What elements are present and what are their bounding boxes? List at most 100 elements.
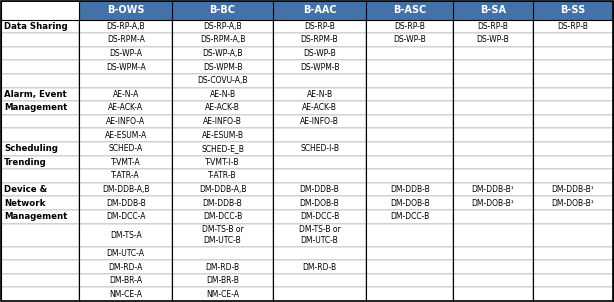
Text: DM-DOB-B: DM-DOB-B: [390, 199, 430, 207]
Bar: [1, 210, 79, 223]
Bar: [453, 260, 533, 274]
Bar: [367, 196, 453, 210]
Bar: [173, 60, 273, 74]
Text: Alarm, Event: Alarm, Event: [4, 90, 67, 99]
Bar: [533, 183, 613, 196]
Text: DM-DDB-B: DM-DDB-B: [300, 185, 340, 194]
Bar: [1, 274, 79, 288]
Text: Management: Management: [4, 104, 68, 112]
Text: AE-INFO-A: AE-INFO-A: [106, 117, 146, 126]
Text: B-SA: B-SA: [480, 5, 506, 15]
Bar: [367, 156, 453, 169]
Bar: [533, 169, 613, 183]
Bar: [173, 33, 273, 47]
Bar: [79, 156, 173, 169]
Text: T-ATR-A: T-ATR-A: [111, 172, 140, 180]
Bar: [453, 223, 533, 247]
Bar: [367, 210, 453, 223]
Text: DM-DDB-A,B: DM-DDB-A,B: [199, 185, 246, 194]
Bar: [453, 60, 533, 74]
Text: DM-DDB-B¹: DM-DDB-B¹: [551, 185, 594, 194]
Bar: [173, 288, 273, 301]
Text: DS-RP-B: DS-RP-B: [304, 22, 335, 31]
Bar: [453, 101, 533, 115]
Text: T-VMT-I-B: T-VMT-I-B: [205, 158, 240, 167]
Bar: [533, 274, 613, 288]
Bar: [453, 88, 533, 101]
Bar: [79, 20, 173, 33]
Text: AE-ACK-B: AE-ACK-B: [205, 104, 240, 112]
Bar: [453, 128, 533, 142]
Bar: [1, 33, 79, 47]
Bar: [453, 169, 533, 183]
Bar: [273, 274, 367, 288]
Bar: [367, 47, 453, 60]
Bar: [79, 142, 173, 156]
Bar: [533, 223, 613, 247]
Bar: [273, 260, 367, 274]
Bar: [1, 156, 79, 169]
Bar: [1, 1, 79, 20]
Bar: [367, 260, 453, 274]
Text: B-SS: B-SS: [561, 5, 586, 15]
Text: SCHED-A: SCHED-A: [109, 144, 143, 153]
Bar: [273, 210, 367, 223]
Text: T-VMT-A: T-VMT-A: [111, 158, 141, 167]
Text: AE-INFO-B: AE-INFO-B: [300, 117, 339, 126]
Bar: [1, 223, 79, 247]
Bar: [1, 247, 79, 260]
Bar: [79, 196, 173, 210]
Text: DS-WPM-B: DS-WPM-B: [300, 63, 340, 72]
Bar: [273, 33, 367, 47]
Bar: [533, 210, 613, 223]
Bar: [79, 115, 173, 128]
Bar: [79, 1, 173, 20]
Bar: [273, 88, 367, 101]
Text: DM-DOB-B: DM-DOB-B: [300, 199, 340, 207]
Text: DM-RD-B: DM-RD-B: [206, 262, 239, 271]
Bar: [273, 288, 367, 301]
Text: DS-RP-B: DS-RP-B: [394, 22, 425, 31]
Bar: [1, 101, 79, 115]
Bar: [273, 247, 367, 260]
Text: Device &: Device &: [4, 185, 47, 194]
Text: DM-TS-A: DM-TS-A: [110, 230, 142, 239]
Text: DS-COVU-A,B: DS-COVU-A,B: [197, 76, 248, 85]
Bar: [79, 47, 173, 60]
Bar: [1, 183, 79, 196]
Bar: [173, 20, 273, 33]
Text: Scheduling: Scheduling: [4, 144, 58, 153]
Bar: [533, 101, 613, 115]
Bar: [367, 33, 453, 47]
Text: SCHED-I-B: SCHED-I-B: [300, 144, 339, 153]
Text: Trending: Trending: [4, 158, 47, 167]
Bar: [173, 274, 273, 288]
Bar: [173, 247, 273, 260]
Bar: [173, 260, 273, 274]
Bar: [273, 196, 367, 210]
Bar: [533, 20, 613, 33]
Text: B-OWS: B-OWS: [107, 5, 144, 15]
Text: DM-DOB-B¹: DM-DOB-B¹: [551, 199, 594, 207]
Text: DS-WP-B: DS-WP-B: [394, 36, 426, 44]
Bar: [367, 1, 453, 20]
Bar: [367, 115, 453, 128]
Bar: [1, 20, 79, 33]
Text: B-AAC: B-AAC: [303, 5, 336, 15]
Bar: [1, 288, 79, 301]
Bar: [173, 74, 273, 88]
Bar: [1, 169, 79, 183]
Bar: [453, 247, 533, 260]
Bar: [367, 288, 453, 301]
Bar: [533, 1, 613, 20]
Bar: [273, 128, 367, 142]
Text: DS-WPM-B: DS-WPM-B: [203, 63, 243, 72]
Text: DS-RPM-B: DS-RPM-B: [301, 36, 338, 44]
Bar: [367, 20, 453, 33]
Bar: [533, 88, 613, 101]
Text: B-ASC: B-ASC: [393, 5, 426, 15]
Bar: [79, 210, 173, 223]
Bar: [453, 288, 533, 301]
Text: DS-WP-A,B: DS-WP-A,B: [203, 49, 243, 58]
Text: DS-WPM-A: DS-WPM-A: [106, 63, 146, 72]
